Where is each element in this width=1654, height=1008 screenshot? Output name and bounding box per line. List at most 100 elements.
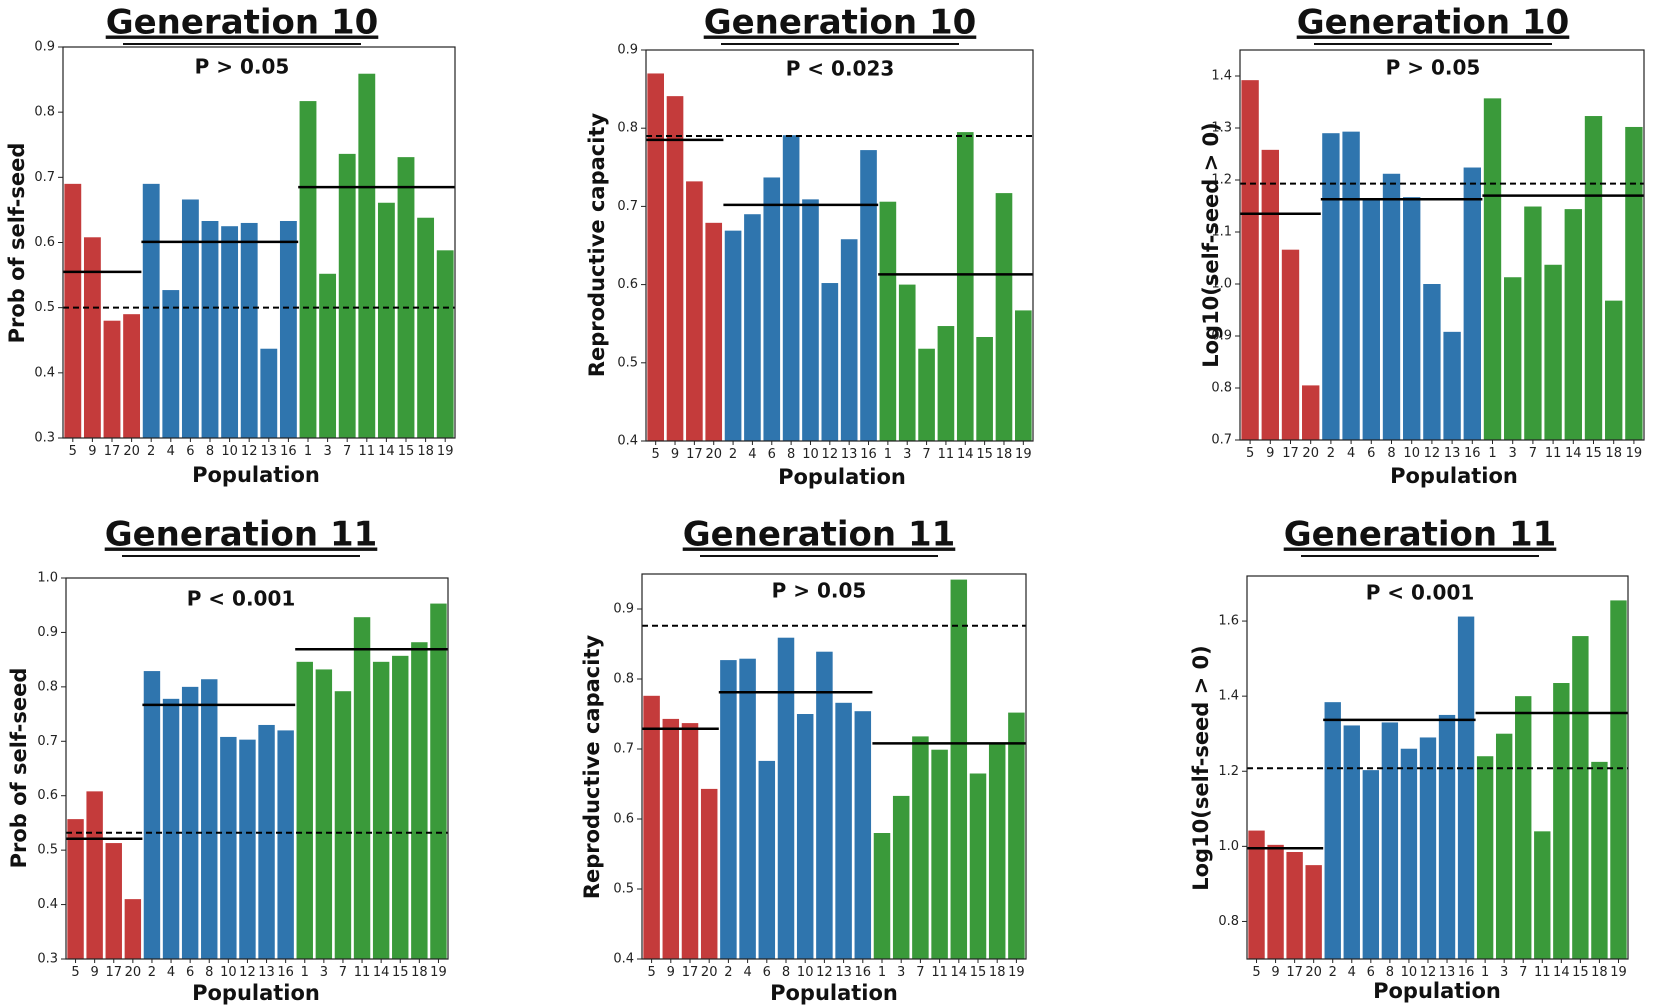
bar-20 bbox=[700, 788, 718, 959]
bar-19 bbox=[436, 250, 454, 438]
bar-13 bbox=[840, 239, 858, 441]
bar-8 bbox=[782, 135, 800, 441]
bar-12 bbox=[1419, 737, 1437, 959]
chart-panel-4: Generation 110.30.40.50.60.70.80.91.05 9 1… bbox=[7, 515, 449, 1005]
x-tick-label: 15 bbox=[392, 965, 409, 980]
x-tick-label: 1 bbox=[1481, 965, 1489, 980]
y-tick-label: 0.4 bbox=[34, 365, 55, 380]
bar-18 bbox=[988, 744, 1006, 959]
bar-20 bbox=[705, 222, 723, 441]
x-tick-label: 16 bbox=[277, 965, 294, 980]
x-tick-label: 2 bbox=[724, 965, 732, 980]
p-value-label: P > 0.05 bbox=[195, 55, 290, 79]
bar-19 bbox=[430, 603, 447, 959]
x-tick-label: 18 bbox=[417, 444, 434, 459]
x-tick-label: 13 bbox=[841, 447, 858, 462]
x-tick-label: 10 bbox=[1401, 965, 1418, 980]
x-tick-label: 16 bbox=[855, 965, 872, 980]
x-tick-label: 14 bbox=[957, 447, 974, 462]
y-tick-label: 0.3 bbox=[34, 431, 55, 446]
chart-title: Generation 10 bbox=[704, 3, 977, 43]
bar-19 bbox=[1625, 126, 1643, 441]
x-tick-label: 3 bbox=[1509, 446, 1517, 461]
chart-panel-2: Generation 100.40.50.60.70.80.95 9 17 20 2 4 6… bbox=[585, 3, 1034, 489]
x-tick-label: 14 bbox=[378, 444, 395, 459]
y-tick-label: 0.9 bbox=[617, 43, 638, 58]
y-tick-label: 1.0 bbox=[1211, 277, 1232, 292]
x-tick-label: 17 bbox=[1282, 446, 1299, 461]
x-tick-label: 12 bbox=[816, 965, 833, 980]
bar-9 bbox=[83, 237, 101, 438]
y-tick-label: 0.9 bbox=[34, 40, 55, 55]
y-tick-label: 1.1 bbox=[1211, 225, 1232, 240]
bar-11 bbox=[937, 326, 955, 441]
x-tick-label: 18 bbox=[1591, 965, 1608, 980]
x-tick-label: 15 bbox=[1585, 446, 1602, 461]
bar-17 bbox=[681, 723, 699, 959]
x-tick-label: 19 bbox=[437, 444, 454, 459]
bar-19 bbox=[1015, 310, 1032, 441]
y-tick-label: 1.2 bbox=[1211, 173, 1232, 188]
bar-18 bbox=[411, 642, 428, 959]
bar-12 bbox=[816, 651, 833, 959]
x-tick-label: 20 bbox=[1302, 446, 1319, 461]
x-tick-label: 6 bbox=[768, 447, 776, 462]
x-tick-label: 3 bbox=[320, 965, 328, 980]
x-tick-label: 4 bbox=[167, 444, 175, 459]
x-tick-label: 7 bbox=[343, 444, 351, 459]
x-axis-label: Population bbox=[192, 463, 320, 487]
x-tick-label: 3 bbox=[903, 447, 911, 462]
bar-10 bbox=[796, 714, 814, 959]
y-tick-label: 1.2 bbox=[1218, 764, 1239, 779]
plot-frame bbox=[1239, 49, 1645, 441]
bar-15 bbox=[397, 157, 415, 439]
bar-17 bbox=[103, 320, 121, 438]
bar-14 bbox=[1564, 209, 1582, 440]
y-tick-label: 0.7 bbox=[34, 170, 55, 185]
bar-12 bbox=[240, 222, 258, 438]
bar-9 bbox=[662, 718, 680, 959]
bar-6 bbox=[1362, 770, 1380, 959]
x-tick-label: 5 bbox=[71, 965, 79, 980]
x-axis-label: Population bbox=[1373, 979, 1501, 1003]
bar-1 bbox=[1483, 98, 1502, 441]
bar-13 bbox=[1438, 714, 1456, 959]
p-value-label: P < 0.001 bbox=[187, 587, 296, 611]
bar-1 bbox=[1476, 756, 1494, 959]
y-axis-label: Log10(self-seed > 0) bbox=[1199, 122, 1223, 368]
bar-3 bbox=[315, 669, 333, 959]
x-tick-label: 12 bbox=[239, 965, 256, 980]
chart-title: Generation 10 bbox=[1297, 3, 1570, 43]
bar-5 bbox=[643, 695, 660, 959]
x-tick-label: 19 bbox=[1626, 446, 1643, 461]
x-tick-label: 20 bbox=[701, 965, 718, 980]
bar-7 bbox=[334, 691, 352, 959]
x-tick-label: 7 bbox=[922, 447, 930, 462]
bar-16 bbox=[854, 711, 872, 959]
bar-8 bbox=[1381, 722, 1399, 959]
x-axis-label: Population bbox=[1390, 464, 1518, 488]
x-tick-label: 12 bbox=[822, 447, 839, 462]
x-tick-label: 18 bbox=[989, 965, 1006, 980]
bar-5 bbox=[67, 819, 84, 959]
x-tick-label: 19 bbox=[1610, 965, 1627, 980]
bar-2 bbox=[142, 183, 160, 438]
x-tick-label: 19 bbox=[430, 965, 447, 980]
p-value-label: P > 0.05 bbox=[772, 579, 867, 603]
chart-title: Generation 11 bbox=[1284, 515, 1557, 555]
x-tick-label: 8 bbox=[1386, 965, 1394, 980]
x-tick-label: 20 bbox=[1305, 965, 1322, 980]
bar-10 bbox=[1400, 748, 1418, 959]
bar-12 bbox=[1423, 284, 1441, 440]
plot-frame bbox=[65, 577, 449, 960]
bar-9 bbox=[1261, 149, 1279, 440]
x-tick-label: 10 bbox=[1403, 446, 1420, 461]
bar-5 bbox=[647, 73, 664, 442]
bar-10 bbox=[1403, 197, 1421, 440]
bar-2 bbox=[143, 671, 161, 959]
x-tick-label: 20 bbox=[125, 965, 142, 980]
x-tick-label: 2 bbox=[729, 447, 737, 462]
bar-6 bbox=[181, 686, 199, 959]
bar-20 bbox=[123, 314, 141, 438]
x-tick-label: 13 bbox=[835, 965, 852, 980]
